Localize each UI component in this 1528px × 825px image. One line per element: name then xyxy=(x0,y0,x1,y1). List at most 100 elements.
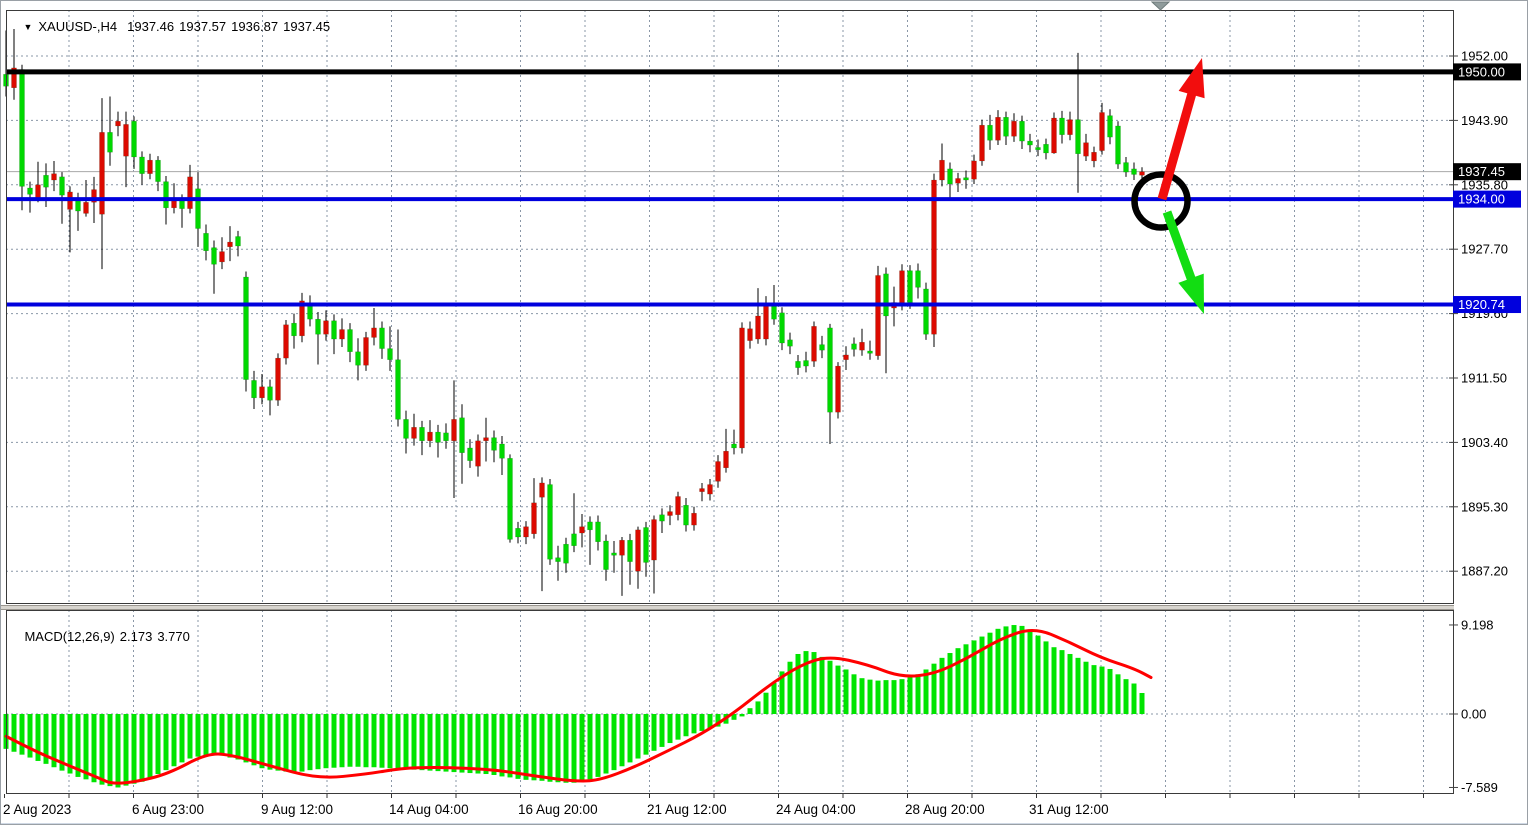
candle-body xyxy=(523,526,529,538)
candle-body xyxy=(603,540,609,570)
time-label: 6 Aug 23:00 xyxy=(132,802,204,817)
candle-body xyxy=(235,236,241,247)
macd-histogram-bar xyxy=(763,692,769,714)
macd-histogram-bar xyxy=(99,714,105,785)
macd-histogram-bar xyxy=(659,714,665,747)
macd-histogram-bar xyxy=(355,714,361,767)
price-axis[interactable]: 1952.001943.901935.801927.701919.601911.… xyxy=(1449,49,1521,795)
macd-histogram-bar xyxy=(227,714,233,758)
macd-histogram-bar xyxy=(91,714,97,783)
macd-histogram-bar xyxy=(179,714,185,763)
macd-histogram-bar xyxy=(931,663,937,714)
candle-body xyxy=(955,178,961,184)
candle-body xyxy=(643,527,649,563)
macd-histogram-bar xyxy=(163,714,169,771)
macd-histogram-bar xyxy=(699,714,705,731)
candle-body xyxy=(851,343,857,350)
macd-histogram-bar xyxy=(867,679,873,714)
candle-body xyxy=(1051,117,1057,154)
candle-body xyxy=(843,354,849,360)
candle-body xyxy=(1019,120,1025,142)
candle-body xyxy=(1131,168,1137,175)
time-label: 21 Aug 12:00 xyxy=(647,802,727,817)
candle-body xyxy=(971,160,977,180)
macd-histogram-bar xyxy=(691,714,697,734)
macd-histogram-bar xyxy=(555,714,561,783)
candle-body xyxy=(507,458,513,540)
candle-body xyxy=(883,273,889,317)
candle-body xyxy=(635,529,641,572)
macd-histogram-bar xyxy=(739,714,745,717)
ohlc-high: 1937.57 xyxy=(179,19,227,34)
chart-title: ▼ XAUUSD-,H4 1937.46 1937.57 1936.87 1937.45 xyxy=(9,4,335,49)
macd-histogram-bar xyxy=(683,714,689,737)
macd-histogram-bar xyxy=(75,714,81,777)
panel-splitter[interactable] xyxy=(1,605,1454,610)
macd-histogram-bar xyxy=(1139,692,1145,714)
macd-histogram-bar xyxy=(443,714,449,772)
macd-histogram-bar xyxy=(299,714,305,772)
macd-histogram-bar xyxy=(667,714,673,744)
price-badge-1950-box xyxy=(1453,63,1521,81)
macd-histogram-bar xyxy=(803,651,809,714)
candle-body xyxy=(1123,162,1129,173)
macd-histogram-bar xyxy=(715,714,721,727)
time-label: 14 Aug 04:00 xyxy=(389,802,469,817)
macd-histogram-bar xyxy=(139,714,145,782)
candle-body xyxy=(1115,125,1121,165)
candle-body xyxy=(187,176,193,209)
macd-histogram-bar xyxy=(971,640,977,714)
candle-body xyxy=(83,202,89,214)
candle-body xyxy=(267,386,273,401)
candle-body xyxy=(707,484,713,495)
macd-histogram-bar xyxy=(1099,666,1105,714)
candles-layer xyxy=(3,28,1145,596)
macd-histogram-bar xyxy=(787,661,793,714)
time-label: 31 Aug 12:00 xyxy=(1029,802,1109,817)
macd-histogram-bar xyxy=(35,714,41,761)
macd-histogram-bar xyxy=(1123,679,1129,714)
candle-body xyxy=(1139,171,1145,176)
candle-body xyxy=(587,521,593,531)
macd-histogram-bar xyxy=(755,701,761,714)
breakout-circle-annotation[interactable] xyxy=(1131,171,1191,231)
annotations-layer xyxy=(1131,58,1205,314)
candle-body xyxy=(731,443,737,449)
chart-shift-marker-icon[interactable] xyxy=(1150,1,1171,11)
candle-body xyxy=(987,124,993,141)
candle-body xyxy=(683,505,689,526)
candle-body xyxy=(715,461,721,482)
candle-body xyxy=(667,511,673,516)
macd-histogram-bar xyxy=(563,714,569,783)
macd-histogram-bar xyxy=(83,714,89,780)
price-tick-label: 1943.90 xyxy=(1461,113,1508,128)
candle-body xyxy=(443,432,449,442)
bearish-arrow-annotation-shaft xyxy=(1162,210,1197,284)
candle-body xyxy=(91,189,97,203)
candle-body xyxy=(307,304,313,320)
macd-histogram-bar xyxy=(747,708,753,714)
macd-tick-label: 0.00 xyxy=(1461,707,1486,722)
macd-histogram-bar xyxy=(419,714,425,771)
candle-body xyxy=(619,539,625,556)
candle-body xyxy=(315,318,321,335)
macd-histogram-bar xyxy=(187,714,193,759)
macd-histogram-bar xyxy=(883,680,889,714)
macd-histogram-bar xyxy=(171,714,177,767)
price-tick-label: 1935.80 xyxy=(1461,177,1508,192)
time-axis[interactable]: 2 Aug 2023 6 Aug 23:00 9 Aug 12:00 14 Aug 0… xyxy=(3,794,1424,817)
symbol-dropdown-icon[interactable]: ▼ xyxy=(23,22,33,32)
candle-body xyxy=(1027,140,1033,146)
candle-body xyxy=(763,303,769,340)
candle-body xyxy=(515,528,521,538)
candle-body xyxy=(835,365,841,413)
candle-body xyxy=(291,322,297,337)
macd-histogram-bar xyxy=(875,680,881,714)
symbol-period-label: XAUUSD-,H4 xyxy=(38,19,118,34)
candle-body xyxy=(723,450,729,469)
candle-body xyxy=(123,124,129,157)
macd-histogram-bar xyxy=(43,714,49,764)
macd-indicator-label: MACD(12,26,9) 2.173 3.770 xyxy=(10,614,189,659)
macd-histogram-bar xyxy=(219,714,225,756)
